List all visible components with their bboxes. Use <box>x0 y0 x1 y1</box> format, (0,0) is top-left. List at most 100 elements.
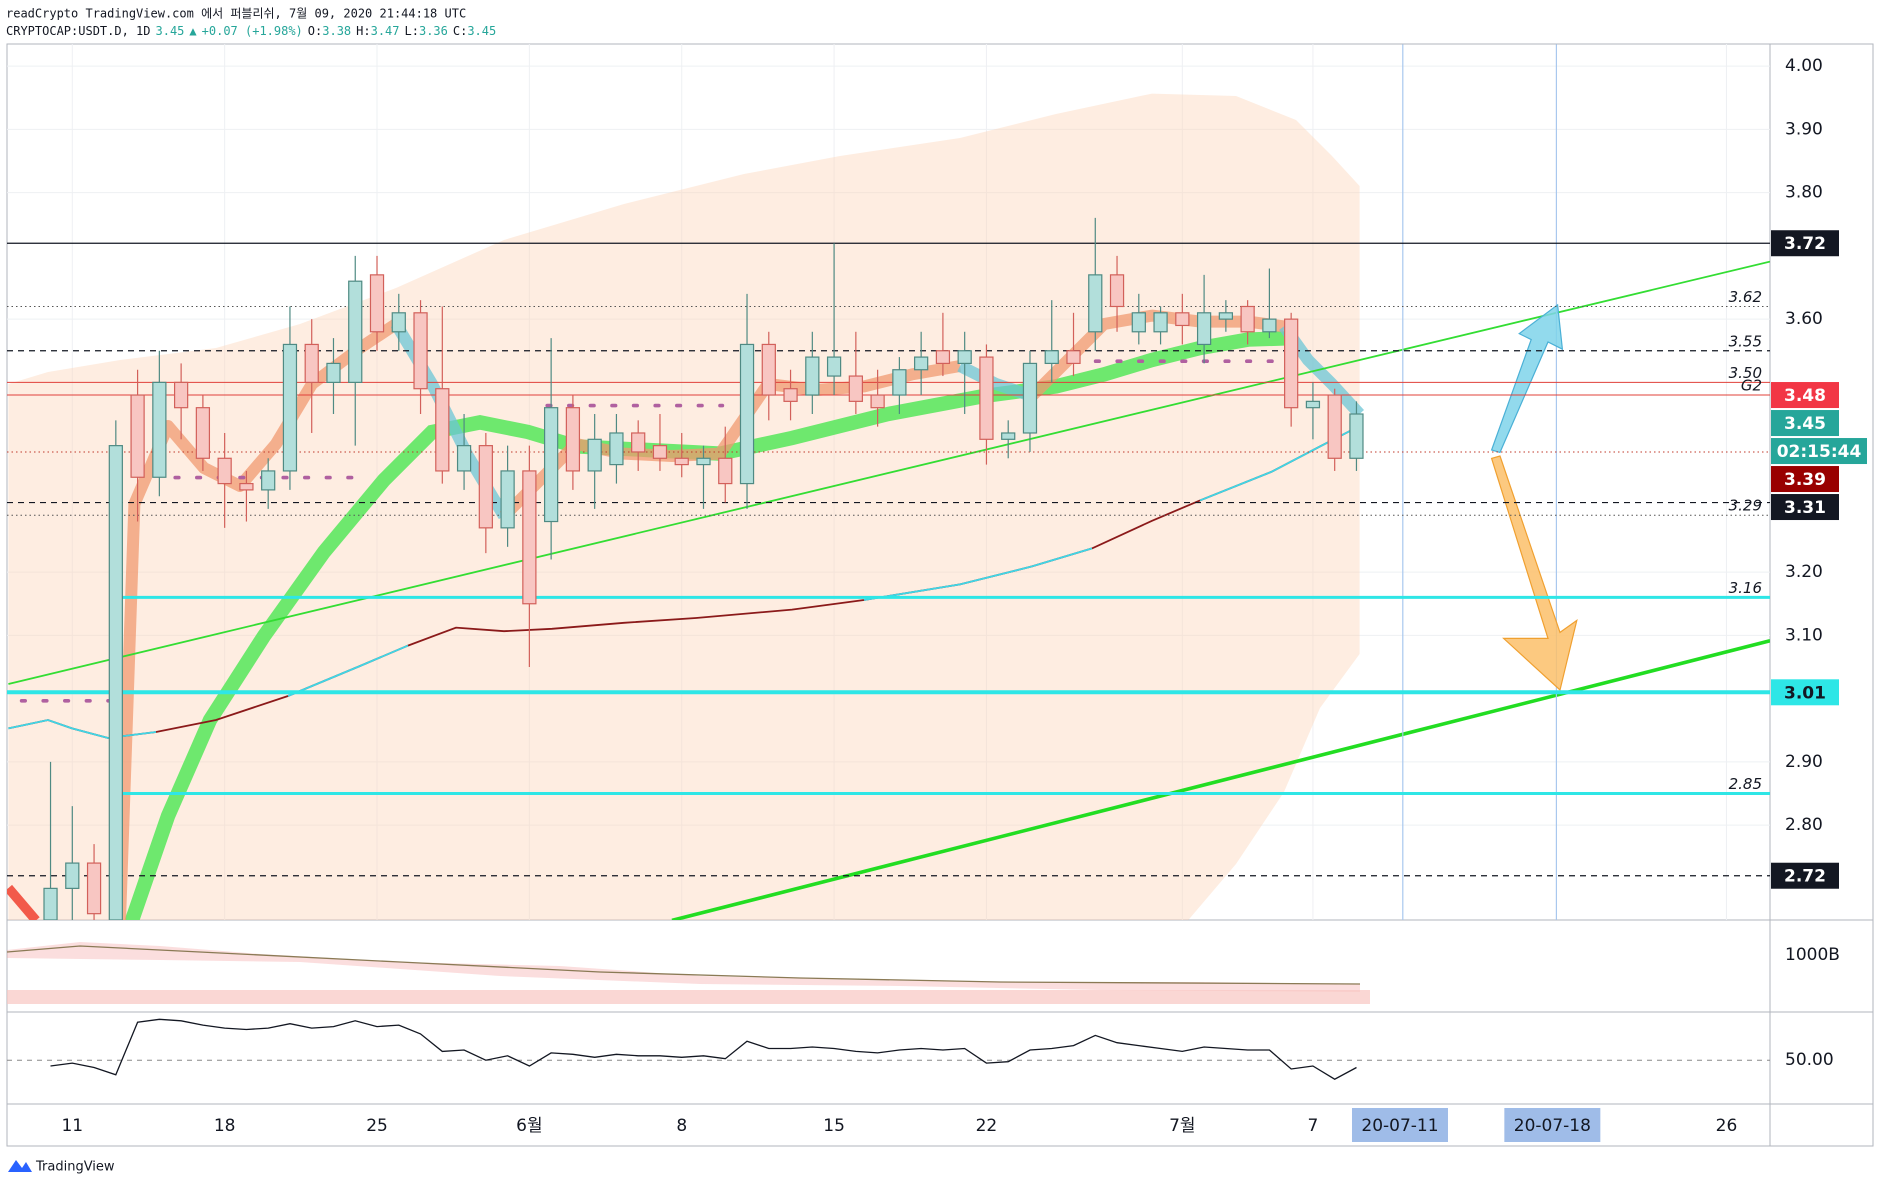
legend-part: +0.07 (+1.98%) <box>202 24 303 38</box>
legend-part: CRYPTOCAP:USDT.D, 1D <box>6 24 151 38</box>
candle-body <box>870 394 885 409</box>
symbol-legend: CRYPTOCAP:USDT.D, 1D 3.45 ▲ +0.07 (+1.98%) O… <box>6 24 496 38</box>
candle-body <box>86 862 102 915</box>
level-label: 3.62 <box>1729 288 1762 306</box>
y-tick-label: 3.20 <box>1785 562 1823 582</box>
candle-body <box>783 388 798 402</box>
price-tag-label: 2.72 <box>1784 867 1826 887</box>
x-tick-label: 7월 <box>1169 1116 1195 1136</box>
candle-body <box>239 482 254 491</box>
legend-part: C: <box>453 24 467 38</box>
countdown-tag <box>1771 438 1867 465</box>
level-label: 3.50 <box>1729 364 1762 382</box>
candle-body <box>435 388 450 472</box>
candle-body <box>1153 312 1168 333</box>
candle-body <box>456 445 472 472</box>
level-label: 3.16 <box>1729 579 1762 597</box>
candle-body <box>43 887 58 920</box>
candle-body <box>1022 362 1038 434</box>
candle-body <box>1327 394 1342 459</box>
trend-line-thick <box>671 639 1770 920</box>
x-tick-label: 8 <box>676 1116 687 1136</box>
moving-average-up <box>8 719 157 739</box>
candle-body <box>261 470 276 491</box>
candle-body <box>1262 318 1277 333</box>
volume-average <box>6 945 1361 985</box>
date-highlight <box>1504 1108 1601 1142</box>
candle-body <box>65 862 80 889</box>
candle-body <box>1284 318 1299 409</box>
price-tag-label: 3.39 <box>1784 470 1826 490</box>
candle-body <box>173 381 189 409</box>
date-highlight <box>1351 1108 1448 1142</box>
candle-body <box>1218 312 1233 320</box>
candle-body <box>587 438 602 472</box>
candle-body <box>1349 413 1364 459</box>
candle-body <box>1109 274 1125 308</box>
candle-body <box>696 457 711 466</box>
price-tag <box>1771 679 1839 706</box>
volume-axis-label: 1000B <box>1785 945 1840 965</box>
candle-body <box>761 343 776 396</box>
x-tick-label: 20-07-18 <box>1514 1116 1591 1136</box>
rsi-line <box>50 1018 1357 1080</box>
candles <box>43 217 1364 920</box>
candle-body <box>522 470 537 605</box>
price-tag <box>1771 466 1839 493</box>
candle-body <box>1240 305 1255 333</box>
level-label: 3.29 <box>1729 497 1762 515</box>
candle-body <box>369 274 385 333</box>
footer-brand: TradingView <box>35 1160 115 1175</box>
moving-average-up <box>287 644 409 697</box>
envelope-band <box>8 93 1360 920</box>
moving-average-up <box>863 547 1093 601</box>
down-arrow <box>1490 455 1578 692</box>
x-tick-label: 18 <box>214 1116 236 1136</box>
x-tick-label: 15 <box>823 1116 845 1136</box>
price-tag <box>1771 382 1839 409</box>
volume-strip <box>7 990 1370 1004</box>
candle-body <box>718 457 733 485</box>
candle-body <box>652 445 668 459</box>
price-tag <box>1771 494 1839 521</box>
candle-body <box>565 407 581 472</box>
candle-body <box>892 369 907 396</box>
candle-body <box>957 350 972 365</box>
candle-body <box>391 312 406 333</box>
price-tag-label: 3.48 <box>1784 386 1826 406</box>
level-label: 2.85 <box>1729 775 1762 793</box>
y-tick-label: 2.80 <box>1785 815 1823 835</box>
candle-body <box>108 445 123 920</box>
candle-body <box>130 394 145 478</box>
overlays <box>7 44 1770 920</box>
publish-info: readCrypto TradingView.com 에서 퍼블리쉬, 7월 0… <box>6 7 466 21</box>
candle-body <box>478 445 493 529</box>
price-tag-label: 3.01 <box>1784 683 1826 703</box>
legend-part: 3.47 <box>371 24 400 38</box>
y-tick-label: 3.80 <box>1785 183 1823 203</box>
candle-body <box>1175 312 1190 327</box>
x-tick-label: 26 <box>1716 1116 1738 1136</box>
legend-part: 3.38 <box>322 24 351 38</box>
y-tick-label: 3.10 <box>1785 625 1823 645</box>
logo-mark <box>8 1160 32 1172</box>
candle-body <box>195 407 211 459</box>
candle-body <box>674 457 689 466</box>
up-arrow <box>1490 303 1564 454</box>
candle-body <box>914 356 929 371</box>
candle-body <box>1044 350 1059 365</box>
candle-body <box>500 470 515 529</box>
volume-pane <box>6 942 1370 1004</box>
candle-body <box>805 356 820 396</box>
candle-body <box>826 356 842 377</box>
level-label: G2 <box>1741 377 1762 395</box>
candle-body <box>1088 274 1103 333</box>
fast-ribbon-down <box>957 360 1034 402</box>
frame <box>6 43 1874 1147</box>
candle-body <box>848 375 863 402</box>
legend-part: ▲ <box>189 24 197 38</box>
candle-body <box>935 350 951 365</box>
legend-part: 3.36 <box>419 24 448 38</box>
rsi-tick-label: 50.00 <box>1785 1050 1834 1070</box>
volume-ribbon <box>7 942 1360 992</box>
